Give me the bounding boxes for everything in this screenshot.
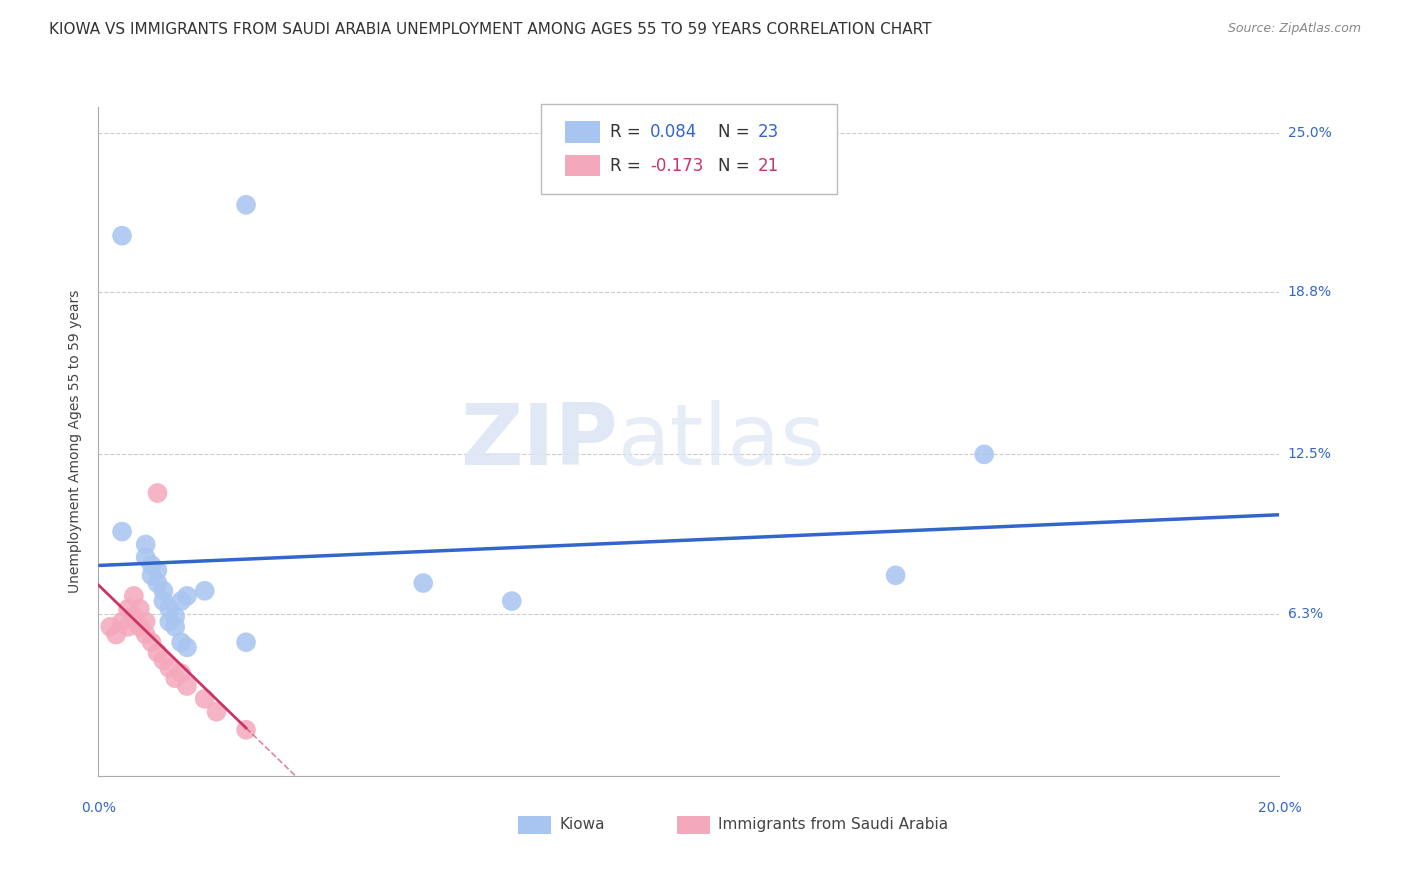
Text: 0.084: 0.084 bbox=[650, 123, 697, 141]
Point bbox=[135, 627, 157, 641]
Point bbox=[122, 589, 145, 603]
Point bbox=[205, 705, 228, 719]
Point bbox=[176, 640, 198, 655]
Point bbox=[194, 691, 217, 706]
Point bbox=[141, 558, 163, 572]
Point bbox=[165, 620, 187, 634]
Text: Kiowa: Kiowa bbox=[560, 817, 605, 832]
Text: Source: ZipAtlas.com: Source: ZipAtlas.com bbox=[1227, 22, 1361, 36]
Point bbox=[111, 524, 134, 539]
Text: N =: N = bbox=[718, 157, 755, 175]
Point bbox=[128, 601, 150, 615]
Text: R =: R = bbox=[610, 157, 645, 175]
Text: 0.0%: 0.0% bbox=[82, 801, 115, 815]
FancyBboxPatch shape bbox=[565, 121, 600, 143]
FancyBboxPatch shape bbox=[541, 103, 837, 194]
Point bbox=[146, 576, 169, 591]
Text: -0.173: -0.173 bbox=[650, 157, 703, 175]
Point bbox=[170, 666, 193, 681]
Point bbox=[157, 661, 180, 675]
Point bbox=[412, 576, 434, 591]
Text: 20.0%: 20.0% bbox=[1257, 801, 1302, 815]
Point bbox=[170, 594, 193, 608]
Point bbox=[111, 228, 134, 243]
Point bbox=[141, 568, 163, 582]
Point bbox=[146, 563, 169, 577]
Text: Immigrants from Saudi Arabia: Immigrants from Saudi Arabia bbox=[718, 817, 949, 832]
Point bbox=[973, 447, 995, 461]
Point bbox=[152, 594, 174, 608]
Point bbox=[146, 486, 169, 500]
Text: 23: 23 bbox=[758, 123, 779, 141]
Text: KIOWA VS IMMIGRANTS FROM SAUDI ARABIA UNEMPLOYMENT AMONG AGES 55 TO 59 YEARS COR: KIOWA VS IMMIGRANTS FROM SAUDI ARABIA UN… bbox=[49, 22, 932, 37]
Point bbox=[128, 620, 150, 634]
Text: 18.8%: 18.8% bbox=[1288, 285, 1331, 300]
Text: 12.5%: 12.5% bbox=[1288, 448, 1331, 461]
Text: ZIP: ZIP bbox=[460, 400, 619, 483]
Point bbox=[194, 583, 217, 598]
FancyBboxPatch shape bbox=[565, 155, 600, 177]
Text: atlas: atlas bbox=[619, 400, 827, 483]
Point bbox=[135, 615, 157, 629]
Point bbox=[165, 609, 187, 624]
FancyBboxPatch shape bbox=[517, 815, 551, 834]
Point bbox=[122, 609, 145, 624]
Point bbox=[235, 635, 257, 649]
Point bbox=[176, 679, 198, 693]
Text: 21: 21 bbox=[758, 157, 779, 175]
Point bbox=[884, 568, 907, 582]
Point bbox=[157, 601, 180, 615]
Text: 25.0%: 25.0% bbox=[1288, 126, 1331, 140]
Point bbox=[176, 589, 198, 603]
Point bbox=[98, 620, 121, 634]
Point bbox=[152, 653, 174, 667]
Point bbox=[165, 671, 187, 685]
Point bbox=[157, 615, 180, 629]
Point bbox=[141, 635, 163, 649]
Y-axis label: Unemployment Among Ages 55 to 59 years: Unemployment Among Ages 55 to 59 years bbox=[69, 290, 83, 593]
Point bbox=[501, 594, 523, 608]
FancyBboxPatch shape bbox=[678, 815, 710, 834]
Point bbox=[170, 635, 193, 649]
Point bbox=[117, 620, 139, 634]
Point bbox=[146, 646, 169, 660]
Point bbox=[117, 601, 139, 615]
Point bbox=[135, 550, 157, 565]
Point bbox=[235, 198, 257, 212]
Point bbox=[105, 627, 128, 641]
Text: R =: R = bbox=[610, 123, 645, 141]
Point bbox=[235, 723, 257, 737]
Text: 6.3%: 6.3% bbox=[1288, 607, 1323, 621]
Point bbox=[111, 615, 134, 629]
Point bbox=[135, 537, 157, 551]
Point bbox=[152, 583, 174, 598]
Text: N =: N = bbox=[718, 123, 755, 141]
